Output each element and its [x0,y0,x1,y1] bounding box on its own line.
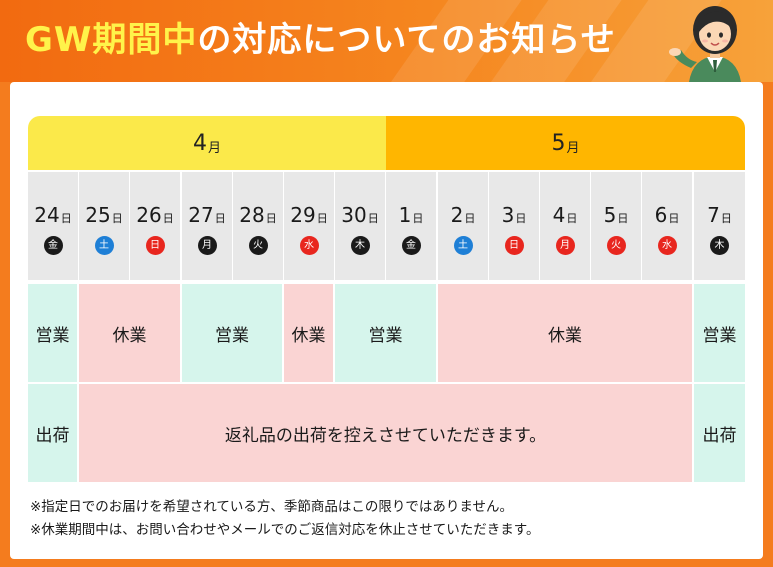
weekday-badge: 木 [710,236,729,255]
business-cell: 休業 [438,284,692,382]
weekday-badge: 水 [657,236,677,255]
weekday-badge: 火 [248,236,268,255]
day-unit: 日 [566,212,578,225]
day-unit: 日 [367,212,379,225]
weekday-badge: 木 [350,236,370,255]
day-unit: 日 [162,212,174,225]
month-april-unit: 月 [207,140,221,156]
day-column: 26日日 [130,172,180,280]
day-date: 24日 [34,204,71,230]
day-column: 4日月 [540,172,590,280]
day-column: 5日火 [591,172,641,280]
day-column: 6日水 [642,172,692,280]
day-number: 29 [290,203,316,227]
day-unit: 日 [214,212,226,225]
month-may-unit: 月 [566,140,580,156]
business-cell: 営業 [694,284,745,382]
day-number: 25 [85,203,111,227]
weekday-badge: 日 [145,236,165,255]
business-cell: 営業 [335,284,436,382]
day-number: 2 [450,203,464,227]
day-column: 2日土 [438,172,488,280]
day-column: 25日土 [79,172,129,280]
day-number: 28 [239,203,265,227]
weekday-badge: 土 [453,236,473,255]
day-number: 4 [552,203,566,227]
day-number: 27 [188,203,214,227]
day-number: 1 [398,203,412,227]
day-unit: 日 [515,212,527,225]
day-date: 26日 [136,204,173,230]
day-date: 7日 [707,204,732,230]
day-number: 30 [341,203,367,227]
business-cell: 休業 [284,284,333,382]
weekday-badge: 土 [94,236,114,255]
day-column: 29日水 [284,172,334,280]
business-cell: 休業 [79,284,180,382]
day-column: 28日火 [233,172,283,280]
day-date: 3日 [502,204,527,230]
day-column: 7日木 [694,172,745,280]
day-unit: 日 [668,212,680,225]
shipping-cell: 返礼品の出荷を控えさせていただきます。 [79,384,692,482]
day-number: 6 [654,203,668,227]
day-date: 1日 [399,204,424,230]
business-cell: 営業 [182,284,282,382]
day-number: 24 [34,203,60,227]
weekday-badge: 日 [504,236,524,255]
day-number: 7 [707,203,720,227]
day-date: 25日 [85,204,122,230]
day-unit: 日 [412,212,424,225]
month-may-label: 5 [551,130,566,156]
day-date: 5日 [604,204,629,230]
day-unit: 日 [464,212,476,225]
month-april-label: 4 [192,130,207,156]
weekday-badge: 月 [197,236,217,255]
header-banner: GW期間中の対応についてのお知らせ [0,0,773,82]
day-date: 29日 [290,204,327,230]
note-2: ※休業期間中は、お問い合わせやメールでのご返信対応を休止させていただきます。 [30,522,540,538]
weekday-badge: 金 [43,236,63,255]
shipping-cell: 出荷 [28,384,77,482]
weekday-badge: 火 [606,236,626,255]
title-highlight: GW期間中 [25,20,198,60]
business-cell: 営業 [28,284,77,382]
day-number: 26 [136,203,162,227]
note-1: ※指定日でのお届けを希望されている方、季節商品はこの限りではありません。 [30,499,514,515]
day-date: 30日 [341,204,378,230]
day-column: 3日日 [489,172,539,280]
page-title: GW期間中の対応についてのお知らせ [25,16,616,64]
day-unit: 日 [60,212,72,225]
day-unit: 日 [316,212,328,225]
day-column: 24日金 [28,172,78,280]
day-column: 30日木 [335,172,385,280]
day-number: 5 [603,203,617,227]
day-number: 3 [501,203,515,227]
weekday-badge: 月 [555,236,575,255]
weekday-badge: 水 [299,236,319,255]
day-date: 6日 [655,204,680,230]
day-column: 27日月 [182,172,232,280]
shipping-cell: 出荷 [694,384,745,482]
day-column: 1日金 [386,172,436,280]
day-unit: 日 [617,212,629,225]
title-rest: の対応についてのお知らせ [197,20,616,60]
day-date: 27日 [188,204,225,230]
day-unit: 日 [111,212,123,225]
staff-mascot-icon [669,6,741,82]
day-date: 4日 [553,204,578,230]
day-unit: 日 [265,212,277,225]
day-date: 28日 [239,204,276,230]
day-date: 2日 [451,204,476,230]
day-unit: 日 [720,212,732,225]
weekday-badge: 金 [401,236,421,255]
notes: ※指定日でのお届けを希望されている方、季節商品はこの限りではありません。 ※休業… [30,496,539,542]
